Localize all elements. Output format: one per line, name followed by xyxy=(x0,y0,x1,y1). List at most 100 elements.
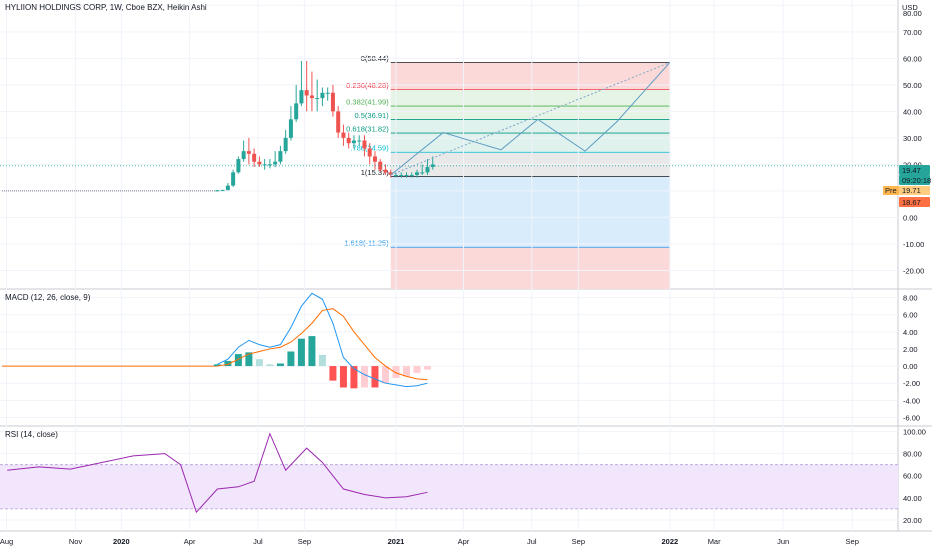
candle-body xyxy=(388,172,393,175)
candle-body xyxy=(393,174,398,176)
fib-label-1.618: 1.618(-11.25) xyxy=(344,239,389,248)
macd-legend[interactable]: MACD (12, 26, close, 9) xyxy=(5,293,91,302)
time-tick-label: Aug xyxy=(0,537,13,546)
candle-body xyxy=(294,103,299,120)
macd-pane xyxy=(2,292,431,389)
rsi-tick-label: 20.00 xyxy=(903,516,922,525)
candle-body xyxy=(225,185,230,191)
macd-histogram-bar xyxy=(423,366,431,370)
time-tick-label: Apr xyxy=(184,537,196,546)
candle-body xyxy=(399,174,404,176)
rsi-legend[interactable]: RSI (14, close) xyxy=(5,430,58,439)
price-tick-label: 0.00 xyxy=(903,213,918,222)
time-tick-label: Apr xyxy=(458,537,470,546)
macd-histogram-bar xyxy=(339,366,347,388)
candle-body xyxy=(215,190,220,192)
currency-label: USD xyxy=(902,3,918,12)
signal-line xyxy=(217,308,428,381)
rsi-tick-label: 100.00 xyxy=(903,428,926,437)
price-axis: USD70.0060.0050.0040.0030.0020.0010.000.… xyxy=(902,3,926,525)
pre-tag: Pre xyxy=(885,186,897,195)
fib-zone-0.5 xyxy=(390,119,670,134)
price-tick-label: 70.00 xyxy=(903,28,922,37)
macd-tick-label: -4.00 xyxy=(903,396,920,405)
pre-tag-bg xyxy=(883,186,899,195)
candle-body xyxy=(346,137,351,144)
candle-body xyxy=(351,140,356,144)
rsi-pane xyxy=(0,432,898,514)
time-tick-label: Nov xyxy=(69,537,83,546)
candle-body xyxy=(414,172,419,175)
candle-body xyxy=(299,90,304,104)
candle-body xyxy=(362,140,367,149)
countdown-badge: 09:20:18 xyxy=(902,176,931,185)
candle-body xyxy=(309,95,314,99)
price-tick-label: -10.00 xyxy=(903,240,924,249)
time-tick-label: 2022 xyxy=(662,537,679,546)
candle-body xyxy=(304,90,309,96)
ha-price-badge: 18.67 xyxy=(902,198,921,207)
time-tick-label: Mar xyxy=(708,537,721,546)
candle-body xyxy=(257,161,262,165)
candle-body xyxy=(236,159,241,173)
fib-label-0.382: 0.382(41.99) xyxy=(346,98,389,107)
candle-body xyxy=(325,92,330,94)
last-price-badge-bg xyxy=(899,165,930,175)
fib-zone-0.236 xyxy=(390,89,670,107)
rsi-band xyxy=(0,464,898,509)
candle-body xyxy=(420,172,425,174)
price-tick-label: 80.00 xyxy=(903,9,922,18)
candle-body xyxy=(267,164,272,166)
candle-body xyxy=(241,151,246,160)
candle-body xyxy=(357,140,362,142)
fib-label-1: 1(15.37) xyxy=(361,168,389,177)
time-tick-label: Jul xyxy=(527,537,537,546)
countdown-badge-bg xyxy=(899,175,930,185)
macd-line xyxy=(217,292,428,388)
time-tick-label: Sep xyxy=(298,537,311,546)
macd-histogram-bar xyxy=(329,366,337,381)
candle-body xyxy=(367,148,372,157)
time-axis: Aug Nov 2020 Apr Jul Sep 2021 Apr Jul Sep 2022 Mar J… xyxy=(0,537,859,546)
rsi-tick-label: 80.00 xyxy=(903,450,922,459)
candle-body xyxy=(409,174,414,176)
macd-tick-label: -6.00 xyxy=(903,413,920,422)
macd-histogram-bar xyxy=(266,364,274,367)
time-tick-label: Sep xyxy=(572,537,585,546)
candle-body xyxy=(320,92,325,99)
time-tick-label: Sep xyxy=(846,537,859,546)
candle-body xyxy=(273,161,278,165)
symbol-legend[interactable]: HYLIION HOLDINGS CORP, 1W, Cboe BZX, Hei… xyxy=(5,3,207,12)
macd-histogram-bar xyxy=(392,366,400,379)
macd-tick-label: 4.00 xyxy=(903,328,918,337)
candle-body xyxy=(231,172,236,186)
pre-value-bg xyxy=(899,186,930,195)
macd-histogram-bar xyxy=(245,352,253,367)
macd-histogram-bar xyxy=(297,338,305,367)
macd-tick-label: 6.00 xyxy=(903,311,918,320)
macd-histogram-bar xyxy=(318,354,326,367)
candle-body xyxy=(383,169,388,173)
price-tick-label: 20.00 xyxy=(903,160,922,169)
macd-histogram-bar xyxy=(255,359,263,367)
candle-body xyxy=(262,164,267,166)
price-tick-label: 30.00 xyxy=(903,134,922,143)
price-tick-label: 60.00 xyxy=(903,54,922,63)
rsi-tick-label: 40.00 xyxy=(903,494,922,503)
candles xyxy=(2,60,435,192)
fib-label-0.618: 0.618(31.82) xyxy=(346,125,389,134)
price-tick-label: 50.00 xyxy=(903,81,922,90)
macd-tick-label: 2.00 xyxy=(903,345,918,354)
candle-body xyxy=(252,153,257,162)
macd-histogram-bar xyxy=(213,364,221,367)
candle-body xyxy=(404,174,409,176)
macd-histogram-bar xyxy=(350,366,358,389)
macd-histogram-bar xyxy=(360,366,368,388)
projection-lines xyxy=(390,62,671,176)
candle-body xyxy=(246,151,251,154)
candle-body xyxy=(336,111,341,133)
macd-tick-label: -2.00 xyxy=(903,379,920,388)
